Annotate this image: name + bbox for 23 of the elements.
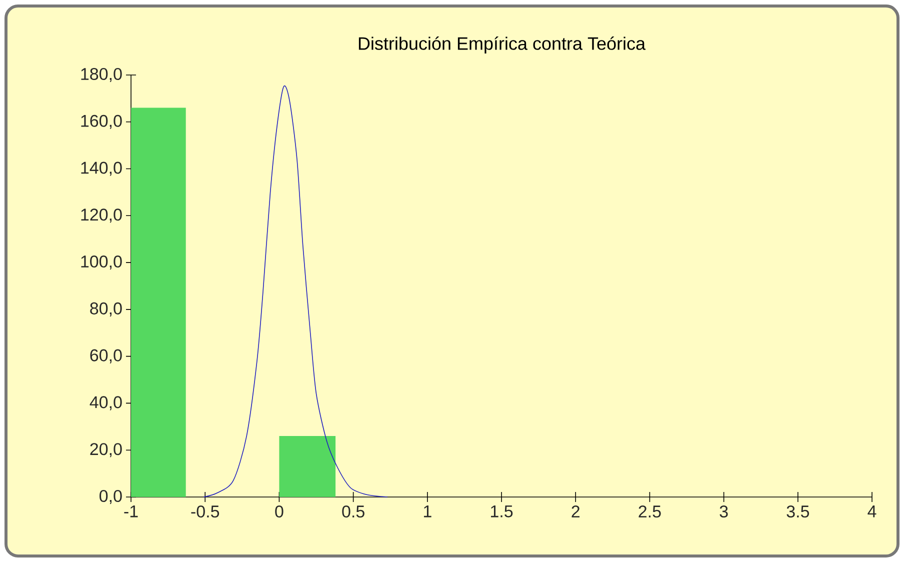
y-tick-label: 0,0 — [100, 490, 122, 504]
y-tick-label: 140,0 — [81, 162, 122, 176]
x-tick-label: 0 — [275, 506, 284, 518]
y-tick-label: 80,0 — [90, 302, 122, 316]
x-tick-label: -1 — [124, 505, 138, 518]
x-tick-label: 2.5 — [638, 506, 661, 518]
x-tick-label: 4 — [868, 505, 876, 518]
y-tick-label: 180,0 — [81, 68, 122, 82]
y-tick-label: 20,0 — [90, 443, 122, 458]
x-tick-label: 3 — [720, 506, 728, 518]
line-series — [203, 86, 388, 498]
x-tick-label: 2 — [572, 506, 580, 518]
y-tick-label: 60,0 — [90, 349, 122, 364]
x-tick-label: 1 — [424, 505, 432, 518]
y-tick-label: 120,0 — [81, 208, 122, 223]
y-tick-label: 40,0 — [90, 396, 122, 410]
chart-title: Distribución Empírica contra Teórica — [358, 36, 646, 54]
y-tick-label: 160,0 — [81, 114, 122, 129]
x-tick-label: 0.5 — [342, 506, 364, 518]
y-tick-label: 100,0 — [81, 256, 122, 270]
x-tick-label: 3.5 — [786, 506, 809, 518]
x-tick-label: 1.5 — [490, 505, 513, 518]
x-tick-label: -0.5 — [191, 506, 220, 518]
